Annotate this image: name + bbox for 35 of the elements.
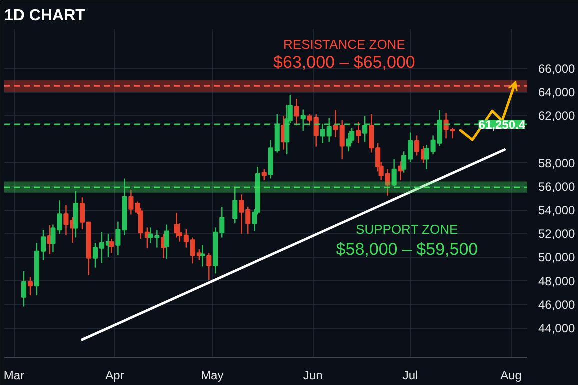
y-tick-label: 50,000	[538, 250, 576, 265]
candlestick	[356, 122, 362, 144]
y-tick-label: 58,000	[538, 156, 576, 170]
y-tick-label: 66,000	[538, 62, 576, 76]
annotation: $58,000 – $59,500	[336, 240, 478, 259]
chart-title: 1D CHART	[4, 8, 86, 24]
annotation: RESISTANCE ZONE	[284, 36, 406, 52]
candlestick	[109, 238, 114, 254]
candlestick	[206, 252, 212, 281]
y-tick-label: 44,000	[538, 322, 576, 336]
x-tick-label: May	[201, 368, 224, 382]
candlestick	[392, 158, 397, 188]
x-tick-label: Aug	[500, 368, 522, 382]
x-tick-label: Jun	[303, 368, 323, 382]
y-tick-label: 56,000	[538, 180, 576, 194]
y-tick-label: 54,000	[538, 204, 576, 218]
candlestick	[164, 224, 170, 260]
candlestick	[21, 270, 27, 308]
candlestick	[294, 98, 300, 126]
y-tick-label: 52,000	[538, 227, 576, 242]
annotation: SUPPORT ZONE	[356, 222, 458, 238]
annotation: $63,000 – $65,000	[274, 52, 416, 72]
candlestick	[232, 186, 238, 224]
x-tick-label: Jul	[402, 368, 418, 382]
x-tick-label: Mar	[4, 368, 25, 382]
ref-line-label: 61,250.4	[478, 118, 526, 132]
candlestick	[262, 168, 267, 182]
y-tick-label: 64,000	[538, 86, 576, 100]
y-tick-label: 46,000	[538, 298, 576, 312]
candlestick	[200, 244, 206, 268]
y-tick-label: 48,000	[538, 274, 576, 288]
candlestick	[28, 276, 34, 296]
x-tick-label: Apr	[106, 368, 124, 382]
y-tick-label: 62,000	[538, 109, 576, 124]
candlestick	[174, 212, 180, 238]
